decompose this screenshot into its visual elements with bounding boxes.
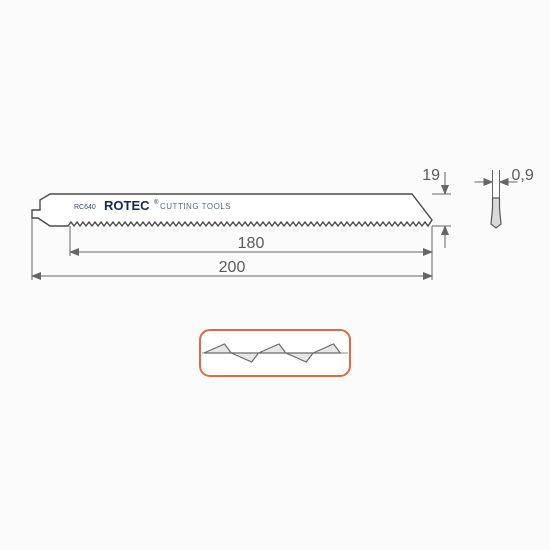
- dim-thickness-label: 0,9: [512, 167, 534, 184]
- dim-blade-length-label: 180: [238, 235, 265, 252]
- dim-overall-length: 200: [32, 218, 432, 280]
- tooth-detail: [200, 330, 350, 376]
- dim-overall-length-label: 200: [219, 259, 246, 276]
- dim-height: 19: [422, 167, 451, 248]
- model-code: RC640: [74, 204, 96, 211]
- saw-blade: RC640 ROTEC ® CUTTING TOOLS: [32, 194, 432, 226]
- registered-mark: ®: [154, 199, 159, 206]
- dim-thickness: 0,9: [475, 167, 534, 228]
- dim-blade-length: 180: [70, 226, 432, 256]
- brand-tagline: CUTTING TOOLS: [160, 202, 231, 211]
- dim-height-label: 19: [422, 167, 440, 184]
- cross-section-icon: [491, 198, 501, 228]
- brand-name: ROTEC: [104, 198, 150, 213]
